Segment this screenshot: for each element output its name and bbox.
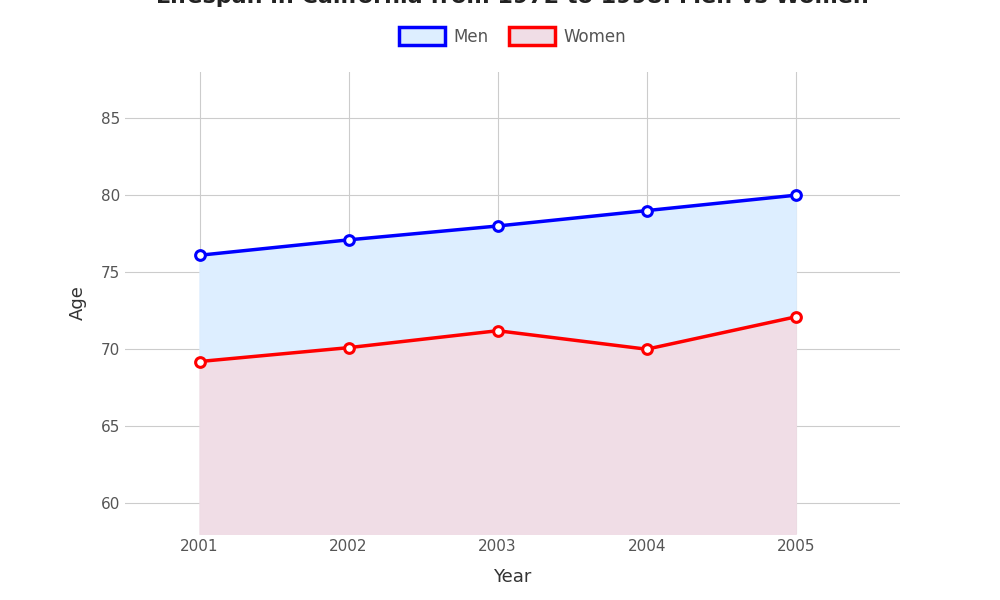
Title: Lifespan in California from 1972 to 1998: Men vs Women: Lifespan in California from 1972 to 1998… <box>156 0 869 7</box>
X-axis label: Year: Year <box>493 568 532 586</box>
Y-axis label: Age: Age <box>69 286 87 320</box>
Legend: Men, Women: Men, Women <box>392 20 633 52</box>
